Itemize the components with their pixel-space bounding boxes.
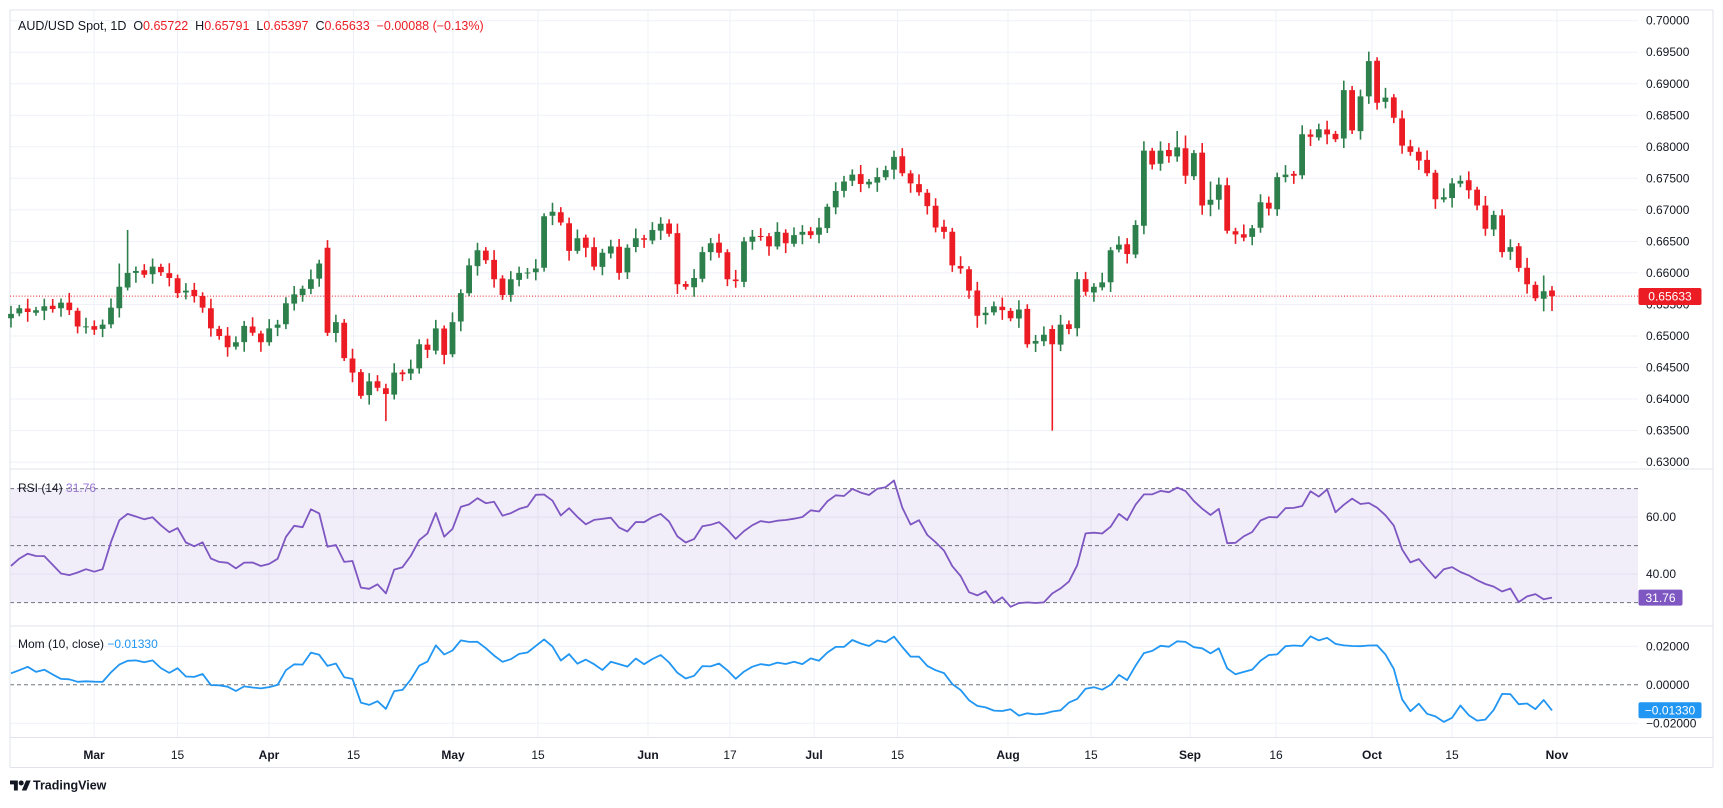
svg-text:Oct: Oct: [1362, 748, 1382, 762]
svg-text:0.02000: 0.02000: [1646, 639, 1690, 653]
svg-text:−0.02000: −0.02000: [1646, 716, 1697, 730]
svg-text:0.69000: 0.69000: [1646, 77, 1690, 91]
svg-text:0.63000: 0.63000: [1646, 455, 1690, 469]
svg-text:15: 15: [531, 748, 545, 762]
svg-text:0.69500: 0.69500: [1646, 45, 1690, 59]
svg-text:17: 17: [723, 748, 737, 762]
svg-text:40.00: 40.00: [1646, 567, 1676, 581]
svg-text:0.67500: 0.67500: [1646, 171, 1690, 185]
svg-text:0.67000: 0.67000: [1646, 203, 1690, 217]
svg-text:Apr: Apr: [259, 748, 280, 762]
svg-text:15: 15: [1084, 748, 1098, 762]
svg-text:15: 15: [171, 748, 185, 762]
svg-text:Jun: Jun: [637, 748, 658, 762]
svg-text:15: 15: [891, 748, 905, 762]
svg-text:0.66500: 0.66500: [1646, 234, 1690, 248]
svg-text:16: 16: [1269, 748, 1283, 762]
svg-text:0.70000: 0.70000: [1646, 14, 1690, 28]
svg-text:TradingView: TradingView: [33, 779, 107, 793]
svg-text:May: May: [441, 748, 465, 762]
svg-text:Aug: Aug: [996, 748, 1019, 762]
svg-text:0.65633: 0.65633: [1648, 290, 1692, 304]
svg-text:0.63500: 0.63500: [1646, 424, 1690, 438]
svg-text:15: 15: [1445, 748, 1459, 762]
svg-text:Mar: Mar: [83, 748, 105, 762]
svg-text:0.00000: 0.00000: [1646, 678, 1690, 692]
svg-text:0.64500: 0.64500: [1646, 361, 1690, 375]
svg-text:0.66000: 0.66000: [1646, 266, 1690, 280]
svg-text:Sep: Sep: [1179, 748, 1201, 762]
svg-text:0.65000: 0.65000: [1646, 329, 1690, 343]
svg-text:31.76: 31.76: [1645, 591, 1675, 605]
svg-text:AUD/USD Spot, 1D O0.65722 H0: AUD/USD Spot, 1D O0.65722 H0.65791 L0.65…: [18, 19, 484, 33]
svg-text:0.68500: 0.68500: [1646, 108, 1690, 122]
svg-text:Nov: Nov: [1546, 748, 1569, 762]
svg-text:Mom (10, close) −0.01330: Mom (10, close) −0.01330: [18, 637, 158, 651]
svg-text:60.00: 60.00: [1646, 510, 1676, 524]
svg-text:−0.01330: −0.01330: [1645, 704, 1696, 718]
svg-text:0.68000: 0.68000: [1646, 140, 1690, 154]
svg-text:RSI (14) 31.76: RSI (14) 31.76: [18, 481, 96, 495]
svg-text:15: 15: [347, 748, 361, 762]
svg-text:Jul: Jul: [805, 748, 822, 762]
svg-text:0.64000: 0.64000: [1646, 392, 1690, 406]
